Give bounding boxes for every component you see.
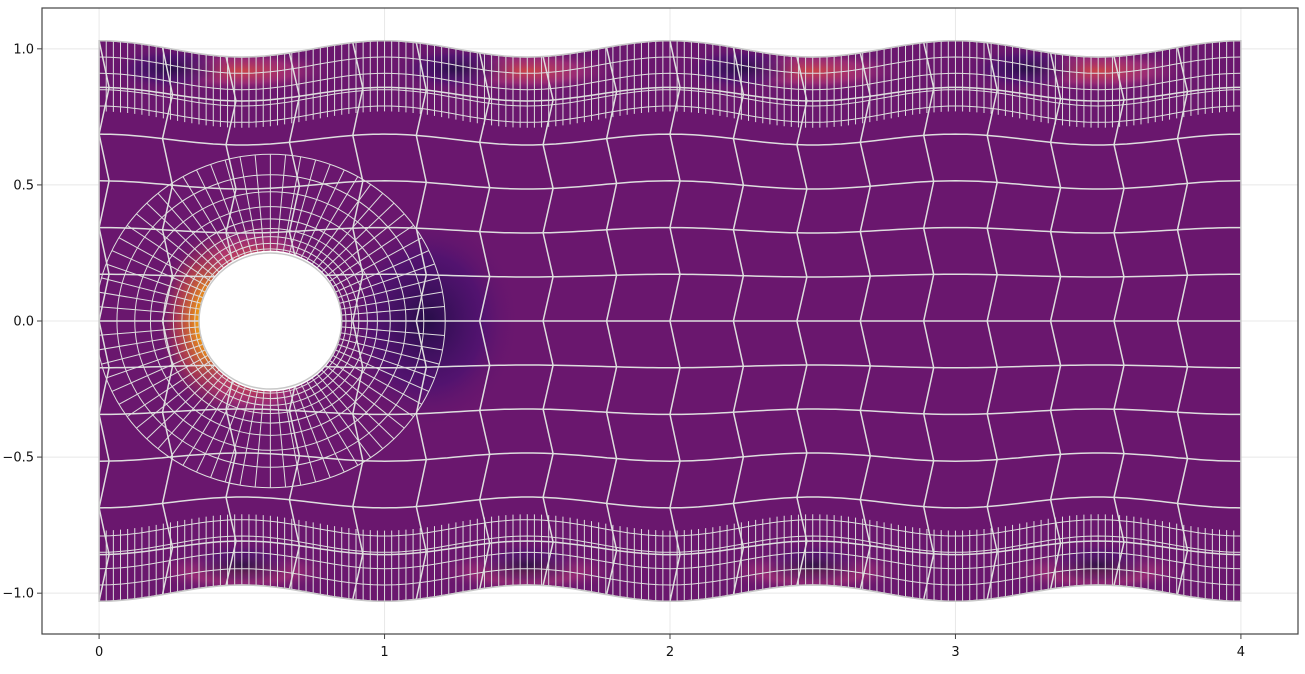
mesh-line-fine: [239, 387, 259, 486]
mesh-line-fine: [328, 224, 414, 283]
y-tick-label: −0.5: [2, 451, 34, 466]
mesh-line-fine: [300, 169, 345, 260]
mesh-line: [542, 56, 554, 586]
mesh-line-fine: [337, 263, 435, 299]
mesh-line-fine: [315, 192, 384, 270]
mesh-line-fine: [146, 368, 221, 440]
mesh-line: [1113, 56, 1125, 586]
mesh-line-fine: [288, 159, 317, 256]
mesh-line-fine: [111, 349, 206, 392]
y-tick-label: 0.5: [13, 178, 34, 193]
mesh-line-fine: [101, 338, 202, 365]
mesh-line-fine: [282, 156, 302, 255]
x-tick-label: 1: [380, 645, 388, 660]
mesh-line-fine: [324, 364, 405, 429]
mesh-line-fine: [288, 386, 317, 483]
domain-outline: [98, 39, 1242, 603]
mesh-line-fine: [294, 164, 331, 258]
mesh-line-fine: [328, 359, 414, 418]
mesh-line-fine: [126, 224, 213, 283]
mesh-line: [1176, 47, 1189, 595]
mesh-line: [922, 42, 935, 600]
mesh-line-fine: [99, 305, 200, 316]
y-tick-label: −1.0: [2, 587, 34, 602]
mesh-line-fine: [276, 154, 287, 254]
mesh-line-fine: [305, 379, 359, 466]
mesh-line: [478, 52, 491, 590]
mesh-line-fine: [341, 326, 445, 337]
x-tick-label: 3: [951, 645, 959, 660]
y-tick-label: 0.0: [13, 315, 34, 330]
mesh-line-fine: [282, 387, 302, 486]
y-axis-ticks: −1.0 −0.5 0.0 0.5 1.0: [2, 42, 42, 602]
mesh-line-fine: [310, 376, 372, 458]
wall-outline: [98, 39, 1242, 603]
mesh-line: [859, 52, 872, 590]
mesh-line: [99, 452, 1241, 462]
mesh-line-fine: [254, 154, 265, 254]
mesh-line-fine: [310, 184, 372, 266]
mesh-line-fine: [305, 176, 359, 263]
mesh-line-fine: [99, 326, 200, 337]
mesh-line-fine: [101, 277, 202, 304]
mesh-line-fine: [300, 382, 345, 473]
mesh-line-fine: [339, 277, 440, 304]
mesh-line-fine: [136, 364, 217, 429]
mesh-line: [669, 40, 681, 602]
x-tick-label: 2: [666, 645, 674, 660]
mesh-line-fine: [118, 237, 209, 288]
mesh-line-fine: [276, 388, 287, 488]
x-tick-label: 0: [95, 645, 103, 660]
mesh-line-fine: [224, 386, 253, 483]
x-axis-ticks: 0 1 2 3 4: [95, 634, 1245, 660]
mesh-line-fine: [254, 388, 265, 488]
mesh-line-fine: [337, 343, 435, 379]
mesh-line-fine: [136, 213, 217, 278]
mesh-line-fine: [157, 192, 225, 270]
mesh-line: [986, 42, 998, 600]
x-tick-label: 4: [1237, 645, 1245, 660]
mesh-line-fine: [169, 184, 230, 266]
mesh-line-fine: [341, 305, 445, 316]
mesh-line-fine: [331, 237, 423, 288]
mesh-line-fine: [210, 384, 247, 478]
mesh-line-fine: [294, 384, 331, 478]
mesh-line: [99, 180, 1241, 190]
mesh-line: [1049, 52, 1062, 590]
mesh-line-fine: [324, 213, 405, 278]
mesh-line-fine: [111, 250, 206, 293]
mesh-line-fine: [157, 372, 225, 450]
y-tick-label: 1.0: [13, 42, 34, 57]
mesh-line-fine: [105, 343, 204, 379]
mesh-line-fine: [126, 359, 213, 418]
mesh-line-fine: [320, 368, 395, 440]
mesh-line-fine: [340, 291, 443, 310]
mesh-line-fine: [334, 250, 430, 293]
mesh-line-fine: [196, 382, 241, 473]
mesh-line-fine: [169, 376, 230, 458]
mesh-line-fine: [340, 332, 443, 351]
mesh-line-fine: [99, 291, 201, 310]
mesh-line-fine: [210, 164, 247, 258]
mesh-line-fine: [224, 159, 253, 256]
mesh-line: [605, 47, 618, 595]
mesh-line-fine: [118, 354, 209, 405]
mesh-line-fine: [239, 156, 259, 255]
mesh-line-fine: [99, 332, 201, 351]
mesh-line-fine: [146, 202, 221, 274]
mesh-line: [732, 47, 745, 595]
mesh-line-fine: [334, 349, 430, 392]
mesh-line-fine: [196, 169, 241, 260]
mesh-line-fine: [182, 176, 236, 263]
mesh-line-fine: [331, 354, 423, 405]
mesh-line-fine: [315, 372, 384, 450]
cylinder-hole: [198, 252, 343, 390]
mesh-line-fine: [105, 263, 204, 299]
mesh-line: [796, 56, 808, 586]
mesh-line-fine: [339, 338, 440, 365]
mesh-line-fine: [182, 379, 236, 466]
mesh-line-fine: [320, 202, 395, 274]
